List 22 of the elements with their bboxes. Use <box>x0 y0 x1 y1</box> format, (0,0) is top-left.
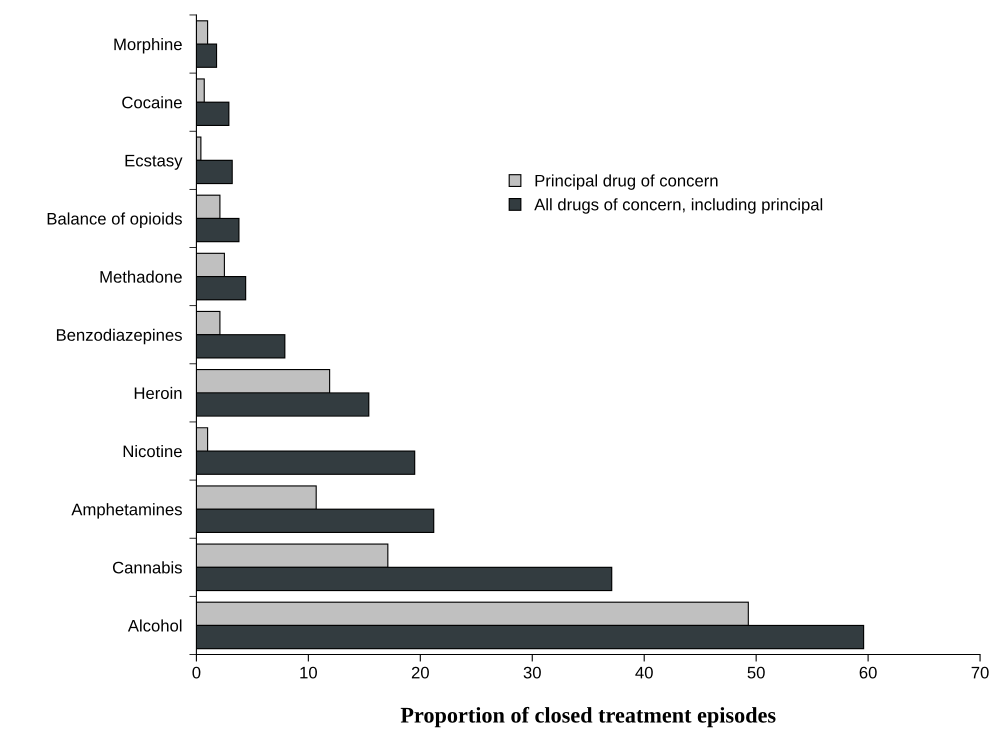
y-tick-label: Amphetamines <box>71 503 182 519</box>
x-axis-title: Proportion of closed treatment episodes <box>400 706 776 728</box>
y-tick-label: Heroin <box>134 386 182 400</box>
y-tick-label: Methadone <box>100 270 182 283</box>
y-tick-label: Alcohol <box>128 619 182 632</box>
y-tick-label: Cocaine <box>122 96 182 108</box>
x-tick-label: 60 <box>860 666 877 679</box>
y-tick-label: Nicotine <box>124 444 182 458</box>
y-tick-label: Benzodiazepines <box>56 328 182 344</box>
x-tick-label: 10 <box>300 666 317 679</box>
x-tick-label: 0 <box>192 666 200 679</box>
legend-label: All drugs of concern, including principal <box>534 198 822 214</box>
x-tick-label: 50 <box>748 666 765 679</box>
y-tick-label: Cannabis <box>112 561 182 574</box>
x-tick-label: 30 <box>524 666 541 679</box>
x-tick-label: 70 <box>972 666 989 679</box>
x-tick-label: 40 <box>635 666 653 679</box>
y-tick-label: Morphine <box>114 38 182 54</box>
legend-label: Principal drug of concern <box>536 174 718 190</box>
y-tick-label: Balance of opioids <box>48 212 182 228</box>
x-tick-label: 20 <box>412 666 429 679</box>
y-tick-label: Ecstasy <box>126 154 182 170</box>
